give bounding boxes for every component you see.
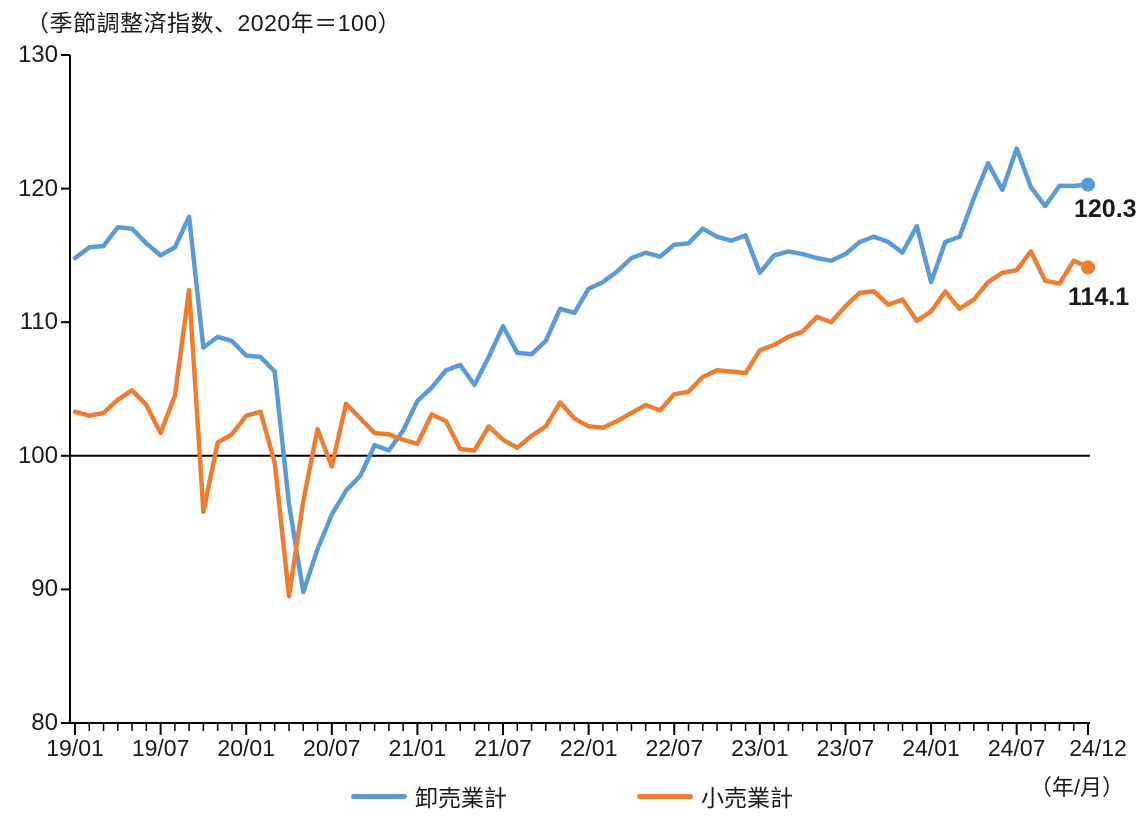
- chart-legend: 卸売業計 小売業計: [0, 779, 1144, 813]
- y-tick-label-120: 120: [17, 174, 58, 202]
- wholesale-series-line: [72, 146, 1091, 595]
- legend-item-retail: 小売業計: [637, 779, 793, 813]
- y-tick-label-90: 90: [31, 575, 58, 603]
- x-tick-label-24-01: 24/01: [902, 735, 960, 761]
- chart-title: （季節調整済指数、2020年＝100）: [26, 10, 402, 36]
- legend-item-wholesale: 卸売業計: [351, 779, 507, 813]
- x-tick-label-22-07: 22/07: [645, 735, 704, 761]
- x-tick-label-24-12: 24/12: [1069, 735, 1127, 761]
- retail-series-end-value-label: 114.1: [1068, 283, 1130, 312]
- x-tick-label-19-01: 19/01: [46, 735, 104, 761]
- x-tick-label-20-01: 20/01: [217, 735, 275, 761]
- x-tick-label-24-07: 24/07: [987, 735, 1046, 761]
- x-tick-label-23-01: 23/01: [731, 735, 789, 761]
- y-tick-label-110: 110: [19, 308, 58, 336]
- retail-line-swatch-icon: [637, 793, 693, 799]
- x-tick-label-22-01: 22/01: [559, 735, 618, 761]
- x-tick-label-21-07: 21/07: [474, 735, 532, 761]
- retail-series-line: [72, 249, 1091, 599]
- x-tick-label-21-01: 21/01: [388, 735, 447, 761]
- legend-label-wholesale: 卸売業計: [415, 785, 507, 811]
- y-tick-label-80: 80: [31, 709, 58, 736]
- x-tick-label-23-07: 23/07: [816, 735, 875, 761]
- wholesale-series-end-dot: [1081, 177, 1095, 192]
- x-tick-label-19-07: 19/07: [131, 735, 190, 761]
- wholesale-series-end-value-label: 120.3: [1074, 194, 1137, 223]
- legend-label-retail: 小売業計: [701, 785, 793, 811]
- x-axis-unit-label: （年/月）: [1029, 775, 1124, 800]
- retail-series-end-dot: [1081, 260, 1095, 275]
- wholesale-line-swatch-icon: [351, 793, 407, 799]
- y-tick-label-100: 100: [17, 441, 58, 469]
- y-tick-label-130: 130: [17, 41, 58, 68]
- x-tick-label-20-07: 20/07: [303, 735, 361, 761]
